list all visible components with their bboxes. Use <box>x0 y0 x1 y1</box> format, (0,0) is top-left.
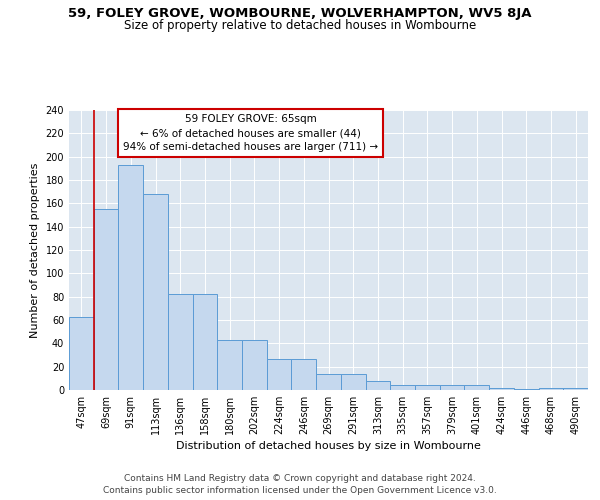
Bar <box>390 386 415 390</box>
Text: Size of property relative to detached houses in Wombourne: Size of property relative to detached ho… <box>124 19 476 32</box>
Bar <box>440 386 464 390</box>
Bar <box>292 358 316 390</box>
Bar <box>563 388 588 390</box>
Bar <box>341 374 365 390</box>
Bar <box>489 388 514 390</box>
Bar <box>514 389 539 390</box>
Bar <box>94 209 118 390</box>
Bar <box>539 388 563 390</box>
Text: 59, FOLEY GROVE, WOMBOURNE, WOLVERHAMPTON, WV5 8JA: 59, FOLEY GROVE, WOMBOURNE, WOLVERHAMPTO… <box>68 8 532 20</box>
Y-axis label: Number of detached properties: Number of detached properties <box>30 162 40 338</box>
Bar <box>118 165 143 390</box>
Bar <box>217 340 242 390</box>
Bar <box>193 294 217 390</box>
Bar <box>316 374 341 390</box>
Bar <box>143 194 168 390</box>
Text: Contains HM Land Registry data © Crown copyright and database right 2024.
Contai: Contains HM Land Registry data © Crown c… <box>103 474 497 495</box>
Bar <box>267 358 292 390</box>
Bar <box>242 340 267 390</box>
Bar <box>415 386 440 390</box>
Bar <box>69 316 94 390</box>
Bar <box>168 294 193 390</box>
Text: 59 FOLEY GROVE: 65sqm
← 6% of detached houses are smaller (44)
94% of semi-detac: 59 FOLEY GROVE: 65sqm ← 6% of detached h… <box>123 114 378 152</box>
X-axis label: Distribution of detached houses by size in Wombourne: Distribution of detached houses by size … <box>176 441 481 451</box>
Bar <box>464 386 489 390</box>
Bar <box>365 380 390 390</box>
